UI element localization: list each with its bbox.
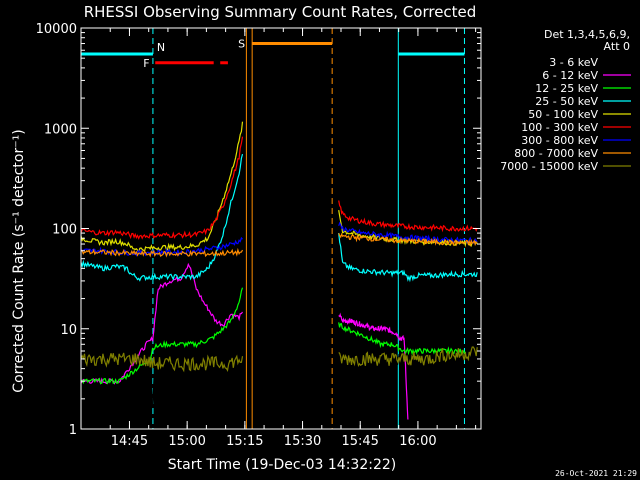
legend-header-line-0: Det 1,3,4,5,6,9, xyxy=(544,28,630,41)
x-tick-label-4: 15:45 xyxy=(341,434,378,449)
flag-label-n: N xyxy=(157,41,165,54)
x-tick-label-3: 15:30 xyxy=(284,434,321,449)
series-segment-0-1 xyxy=(338,317,409,411)
legend-label-6: 300 - 800 keV xyxy=(521,134,598,147)
x-tick-label-5: 16:00 xyxy=(399,434,436,449)
series-segment-2-0 xyxy=(81,287,244,385)
series-segment-1-1 xyxy=(338,312,409,420)
series-25-50-kev xyxy=(81,153,478,283)
legend-label-5: 100 - 300 keV xyxy=(521,121,598,134)
legend-header-line-1: Att 0 xyxy=(604,40,630,53)
y-tick-label-1: 10 xyxy=(60,323,77,338)
legend-label-4: 50 - 100 keV xyxy=(528,108,598,121)
flag-label-s: S xyxy=(238,38,245,51)
series-50-100-kev xyxy=(81,121,478,253)
series-7000-15000-kev xyxy=(81,346,478,373)
series-segment-0-0 xyxy=(81,256,244,420)
flag-label-f: F xyxy=(143,57,149,70)
series-12-25-kev xyxy=(81,287,467,385)
series-segment-4-0 xyxy=(81,121,244,253)
series-segment-3-1 xyxy=(338,232,478,283)
y-tick-label-0: 1 xyxy=(69,423,77,438)
series-segment-8-1 xyxy=(338,346,478,368)
series-segment-7-0 xyxy=(81,247,244,258)
axes: NF S 1 10 100 1000 10000 14:45 15:00 15:15 15:30 15… xyxy=(36,22,482,449)
series-3-6-kev xyxy=(81,256,409,420)
series-segment-8-0 xyxy=(81,352,244,373)
plot-date-footer: 26-Oct-2021 21:29 xyxy=(555,469,637,478)
chart-title: RHESSI Observing Summary Count Rates, Co… xyxy=(84,3,477,21)
series-segment-5-0 xyxy=(81,136,244,240)
series-segment-7-1 xyxy=(338,232,478,248)
y-tick-label-2: 100 xyxy=(52,223,77,238)
legend-label-3: 25 - 50 keV xyxy=(535,95,598,108)
legend-label-2: 12 - 25 keV xyxy=(535,82,598,95)
x-tick-label-1: 15:00 xyxy=(168,434,205,449)
legend-label-8: 7000 - 15000 keV xyxy=(500,160,598,173)
series-segment-5-1 xyxy=(338,200,478,233)
x-axis-label: Start Time (19-Dec-03 14:32:22) xyxy=(168,457,396,473)
series-6-12-kev xyxy=(81,262,409,420)
y-tick-label-3: 1000 xyxy=(44,122,77,137)
series-segment-2-1 xyxy=(338,322,467,356)
x-tick-label-0: 14:45 xyxy=(111,434,148,449)
x-tick-label-2: 15:15 xyxy=(226,434,263,449)
y-tick-label-4: 10000 xyxy=(36,22,77,37)
series-800-7000-kev xyxy=(81,232,478,258)
legend-label-1: 6 - 12 keV xyxy=(542,69,598,82)
series-100-300-kev xyxy=(81,136,478,240)
legend-label-7: 800 - 7000 keV xyxy=(514,147,598,160)
y-axis-label: Corrected Count Rate (s⁻¹ detector⁻¹) xyxy=(11,129,27,392)
legend-label-0: 3 - 6 keV xyxy=(549,56,598,69)
series-segment-3-0 xyxy=(81,153,244,282)
plot-area xyxy=(81,28,478,429)
